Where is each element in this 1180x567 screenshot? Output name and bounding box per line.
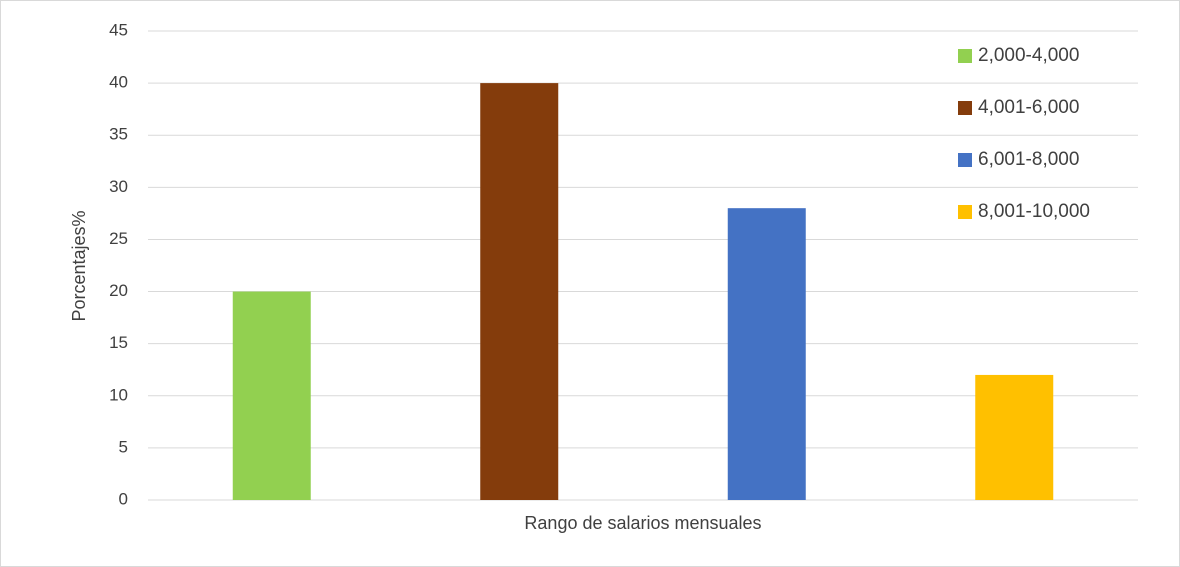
legend-swatch [958, 153, 972, 167]
bar [480, 83, 559, 500]
y-tick-label: 30 [109, 177, 128, 196]
bar [727, 208, 806, 500]
y-tick-label: 15 [109, 333, 128, 352]
legend-label: 8,001-10,000 [978, 201, 1090, 222]
bar [975, 374, 1054, 500]
x-axis-title: Rango de salarios mensuales [524, 513, 761, 533]
bar [232, 291, 311, 500]
y-tick-label: 5 [119, 437, 128, 456]
legend-label: 6,001-8,000 [978, 149, 1079, 170]
y-tick-label: 35 [109, 125, 128, 144]
legend-swatch [958, 205, 972, 219]
y-tick-label: 45 [109, 20, 128, 39]
y-tick-label: 40 [109, 73, 128, 92]
y-tick-label: 0 [119, 489, 128, 508]
y-tick-label: 10 [109, 385, 128, 404]
legend-label: 4,001-6,000 [978, 97, 1079, 118]
y-tick-label: 25 [109, 229, 128, 248]
legend-swatch [958, 101, 972, 115]
legend-swatch [958, 49, 972, 63]
legend-label: 2,000-4,000 [978, 45, 1079, 66]
y-axis-title: Porcentajes% [69, 210, 89, 321]
y-tick-label: 20 [109, 281, 128, 300]
